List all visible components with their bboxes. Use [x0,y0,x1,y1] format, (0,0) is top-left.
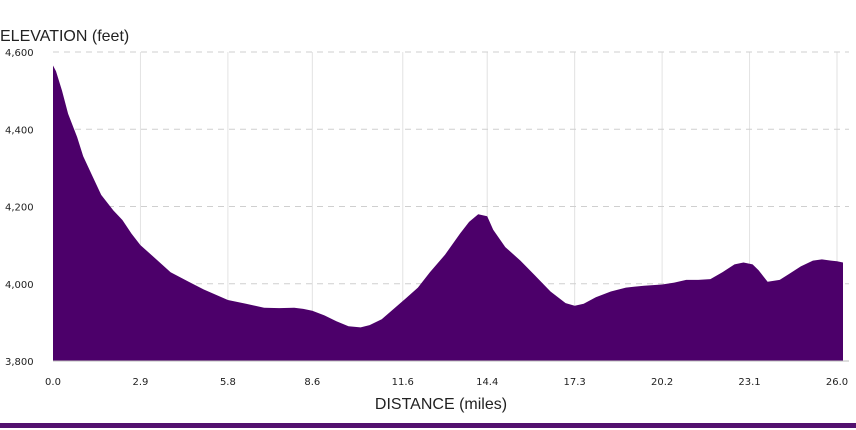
y-tick-label: 4,200 [5,203,34,214]
x-axis-title: DISTANCE (miles) [375,396,507,413]
y-axis-title: ELEVATION (feet) [0,28,129,45]
x-tick-label: 20.2 [651,377,673,388]
x-tick-label: 17.3 [564,377,586,388]
y-axis-ticks: 3,800 4,000 4,200 4,400 4,600 [5,48,34,368]
x-tick-label: 2.9 [132,377,148,388]
elevation-area-series [53,65,843,361]
x-tick-label: 11.6 [392,377,414,388]
y-tick-label: 3,800 [5,357,34,368]
x-tick-label: 26.0 [826,377,848,388]
footer-bar [0,423,856,428]
y-tick-label: 4,000 [5,280,34,291]
x-tick-label: 5.8 [220,377,236,388]
x-tick-label: 23.1 [738,377,760,388]
y-tick-label: 4,600 [5,48,34,59]
x-tick-label: 0.0 [45,377,61,388]
x-tick-label: 14.4 [476,377,498,388]
x-axis-ticks: 0.0 2.9 5.8 8.6 11.6 14.4 17.3 20.2 23.1 26.0 [45,377,848,388]
x-tick-label: 8.6 [304,377,320,388]
y-tick-label: 4,400 [5,125,34,136]
